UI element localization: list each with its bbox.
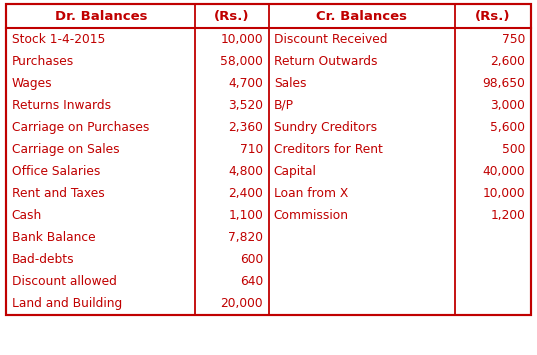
Text: 750: 750	[502, 33, 525, 46]
Text: 640: 640	[240, 275, 263, 288]
Text: (Rs.): (Rs.)	[475, 10, 510, 23]
Text: Wages: Wages	[12, 77, 53, 90]
Text: Carriage on Sales: Carriage on Sales	[12, 143, 119, 156]
Text: 4,800: 4,800	[228, 165, 263, 178]
Text: Loan from X: Loan from X	[274, 187, 348, 200]
Text: 1,100: 1,100	[228, 209, 263, 222]
Text: Returns Inwards: Returns Inwards	[12, 99, 111, 112]
Text: Office Salaries: Office Salaries	[12, 165, 100, 178]
Text: 2,400: 2,400	[228, 187, 263, 200]
Text: Dr. Balances: Dr. Balances	[55, 10, 147, 23]
Text: 20,000: 20,000	[221, 297, 263, 310]
Text: 710: 710	[240, 143, 263, 156]
Text: 1,200: 1,200	[490, 209, 525, 222]
Text: Cr. Balances: Cr. Balances	[316, 10, 407, 23]
Text: 58,000: 58,000	[220, 55, 263, 68]
Text: Stock 1-4-2015: Stock 1-4-2015	[12, 33, 105, 46]
Text: 600: 600	[240, 253, 263, 266]
Text: Sundry Creditors: Sundry Creditors	[274, 121, 377, 134]
Text: Purchases: Purchases	[12, 55, 74, 68]
Text: 5,600: 5,600	[490, 121, 525, 134]
Text: Land and Building: Land and Building	[12, 297, 122, 310]
Text: Discount allowed: Discount allowed	[12, 275, 117, 288]
Bar	[6, 4, 531, 315]
Bar	[6, 4, 531, 315]
Text: Commission: Commission	[274, 209, 349, 222]
Text: Capital: Capital	[274, 165, 317, 178]
Text: 2,600: 2,600	[490, 55, 525, 68]
Text: Rent and Taxes: Rent and Taxes	[12, 187, 105, 200]
Text: 7,820: 7,820	[228, 231, 263, 244]
Text: 98,650: 98,650	[482, 77, 525, 90]
Text: (Rs.): (Rs.)	[214, 10, 250, 23]
Text: Carriage on Purchases: Carriage on Purchases	[12, 121, 149, 134]
Text: 2,360: 2,360	[228, 121, 263, 134]
Text: Return Outwards: Return Outwards	[274, 55, 378, 68]
Text: Sales: Sales	[274, 77, 307, 90]
Text: 10,000: 10,000	[221, 33, 263, 46]
Text: 500: 500	[502, 143, 525, 156]
Text: 40,000: 40,000	[483, 165, 525, 178]
Text: 3,000: 3,000	[490, 99, 525, 112]
Text: B/P: B/P	[274, 99, 294, 112]
Text: 3,520: 3,520	[228, 99, 263, 112]
Text: Discount Received: Discount Received	[274, 33, 387, 46]
Text: Bank Balance: Bank Balance	[12, 231, 96, 244]
Text: 4,700: 4,700	[228, 77, 263, 90]
Text: 10,000: 10,000	[483, 187, 525, 200]
Text: Bad-debts: Bad-debts	[12, 253, 75, 266]
Text: Cash: Cash	[12, 209, 42, 222]
Text: Creditors for Rent: Creditors for Rent	[274, 143, 383, 156]
